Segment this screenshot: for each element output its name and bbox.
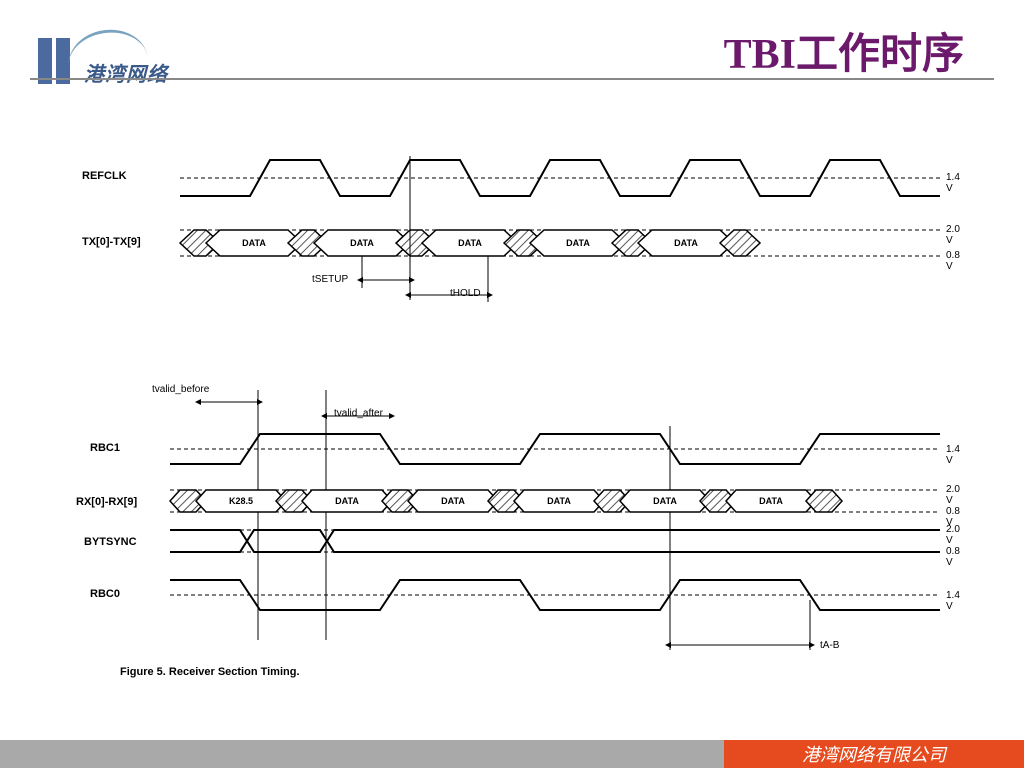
rx-label: RX[0]-RX[9] [76,496,137,508]
logo-text: 港湾网络 [84,58,168,87]
svg-text:DATA: DATA [547,496,571,506]
tvalid-after-label: tvalid_after [334,408,383,419]
byt-lo-level: 0.8 V [946,546,960,568]
svg-text:DATA: DATA [335,496,359,506]
title-divider [30,78,994,80]
svg-text:DATA: DATA [653,496,677,506]
svg-text:DATA: DATA [458,238,482,248]
svg-text:DATA: DATA [242,238,266,248]
rbc1-level: 1.4 V [946,444,960,466]
rbc0-label: RBC0 [90,588,120,600]
page-title: TBI工作时序 [724,20,964,81]
rx-hi-level: 2.0 V [946,484,960,506]
refclk-label: REFCLK [82,170,127,182]
tvalid-before-label: tvalid_before [152,384,209,395]
tx-hi-level: 2.0 V [946,224,960,246]
timing-diagrams: DATADATADATADATADATA REFCLK TX[0]-TX[9] … [90,150,960,710]
tx-lo-level: 0.8 V [946,250,960,272]
rbc0-level: 1.4 V [946,590,960,612]
tab-label: tA-B [820,640,839,651]
bytsync-label: BYTSYNC [84,536,137,548]
svg-text:K28.5: K28.5 [229,496,253,506]
svg-text:DATA: DATA [441,496,465,506]
timing-diagram-1: DATA DATA DATA DATA DATA [90,150,960,350]
byt-hi-level: 2.0 V [946,524,960,546]
refclk-level: 1.4 V [946,172,960,194]
footer-company: 港湾网络有限公司 [724,740,1024,768]
footer: 港湾网络有限公司 [0,740,1024,768]
svg-text:DATA: DATA [350,238,374,248]
txdata-label: TX[0]-TX[9] [82,236,141,248]
company-logo: 港湾网络 [38,30,228,90]
svg-text:DATA: DATA [759,496,783,506]
thold-label: tHOLD [450,288,481,299]
svg-text:DATA: DATA [674,238,698,248]
footer-bar [0,740,724,768]
rbc1-label: RBC1 [90,442,120,454]
figure-caption: Figure 5. Receiver Section Timing. [120,666,300,678]
svg-text:DATA: DATA [566,238,590,248]
slide: 港湾网络 TBI工作时序 DAT [0,0,1024,768]
tsetup-label: tSETUP [312,274,348,285]
